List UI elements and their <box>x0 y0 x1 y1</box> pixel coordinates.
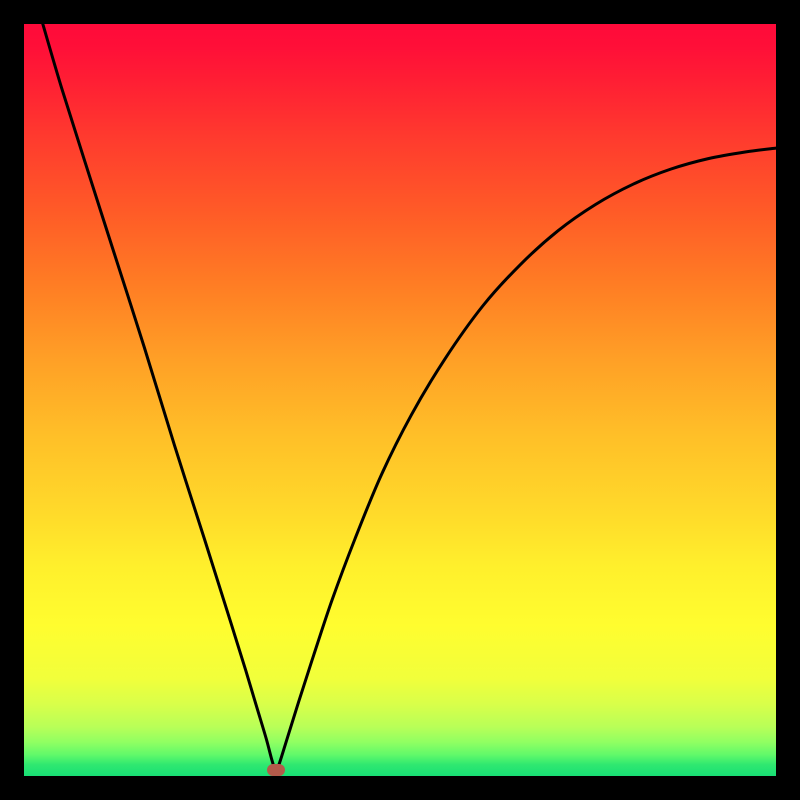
minimum-marker <box>267 764 285 776</box>
chart-root: TheBottleneck.com <box>0 0 800 800</box>
bottleneck-curve <box>24 24 776 776</box>
plot-frame <box>0 0 800 800</box>
